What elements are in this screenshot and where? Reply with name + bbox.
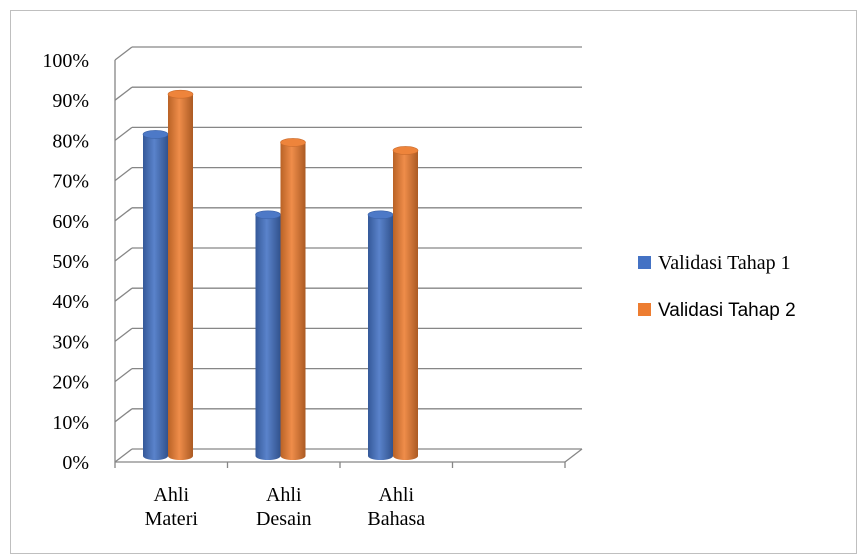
legend: Validasi Tahap 1 Validasi Tahap 2 bbox=[638, 252, 796, 321]
legend-label-series-2: Validasi Tahap 2 bbox=[658, 300, 796, 321]
bar-top bbox=[367, 210, 394, 220]
x-category-label: Bahasa bbox=[367, 508, 425, 530]
bar bbox=[367, 210, 394, 460]
gridline-side bbox=[114, 207, 133, 222]
gridline-side bbox=[114, 327, 133, 342]
y-tick-label: 10% bbox=[52, 412, 89, 434]
y-tick-label: 70% bbox=[52, 171, 89, 193]
gridline-side bbox=[114, 126, 133, 141]
bar bbox=[255, 210, 281, 460]
gridline-side bbox=[114, 46, 133, 61]
bar bbox=[280, 138, 306, 460]
legend-label-series-1: Validasi Tahap 1 bbox=[658, 252, 791, 274]
gridline-side bbox=[114, 247, 133, 262]
bar-body bbox=[393, 150, 418, 461]
y-tick-label: 90% bbox=[52, 90, 89, 112]
bar-body bbox=[280, 142, 306, 460]
gridlines bbox=[114, 46, 582, 463]
bar bbox=[142, 130, 169, 460]
legend-swatch-series-2 bbox=[638, 303, 651, 316]
y-tick-label: 80% bbox=[52, 130, 89, 152]
y-tick-label: 100% bbox=[42, 50, 89, 72]
y-tick-label: 20% bbox=[52, 372, 89, 394]
y-tick-label: 30% bbox=[52, 331, 89, 353]
y-tick-labels: 0% 10% 20% 30% 40% 50% 60% 70% 80% 90% 100% bbox=[42, 50, 89, 474]
y-tick-label: 40% bbox=[52, 291, 89, 313]
x-category-label: Desain bbox=[256, 508, 312, 530]
bar-top bbox=[280, 138, 306, 147]
bar-body bbox=[255, 214, 281, 460]
legend-swatch-series-1 bbox=[638, 256, 651, 269]
gridline-side bbox=[114, 167, 133, 182]
bar-top bbox=[392, 146, 419, 155]
x-category-label: Materi bbox=[145, 508, 199, 530]
gridline-side bbox=[114, 408, 133, 423]
bar-top bbox=[255, 210, 281, 220]
x-category-label: Ahli bbox=[266, 484, 302, 506]
bar-body bbox=[168, 94, 193, 460]
x-category-label: Ahli bbox=[378, 484, 414, 506]
axes bbox=[114, 60, 583, 468]
y-tick-label: 50% bbox=[52, 251, 89, 273]
bar bbox=[392, 146, 419, 461]
bar-top bbox=[167, 89, 194, 99]
bar-body bbox=[368, 214, 393, 460]
bar-body bbox=[143, 134, 168, 460]
gridline-side bbox=[114, 287, 133, 302]
bar bbox=[167, 89, 194, 460]
x-category-label: Ahli bbox=[153, 484, 189, 506]
bars bbox=[142, 89, 419, 461]
floor-edge bbox=[564, 448, 583, 463]
y-tick-label: 0% bbox=[62, 452, 89, 474]
gridline-side bbox=[114, 368, 133, 383]
y-tick-label: 60% bbox=[52, 211, 89, 233]
bar-top bbox=[142, 130, 169, 139]
gridline-side bbox=[114, 86, 133, 101]
gridline-side bbox=[114, 448, 133, 463]
